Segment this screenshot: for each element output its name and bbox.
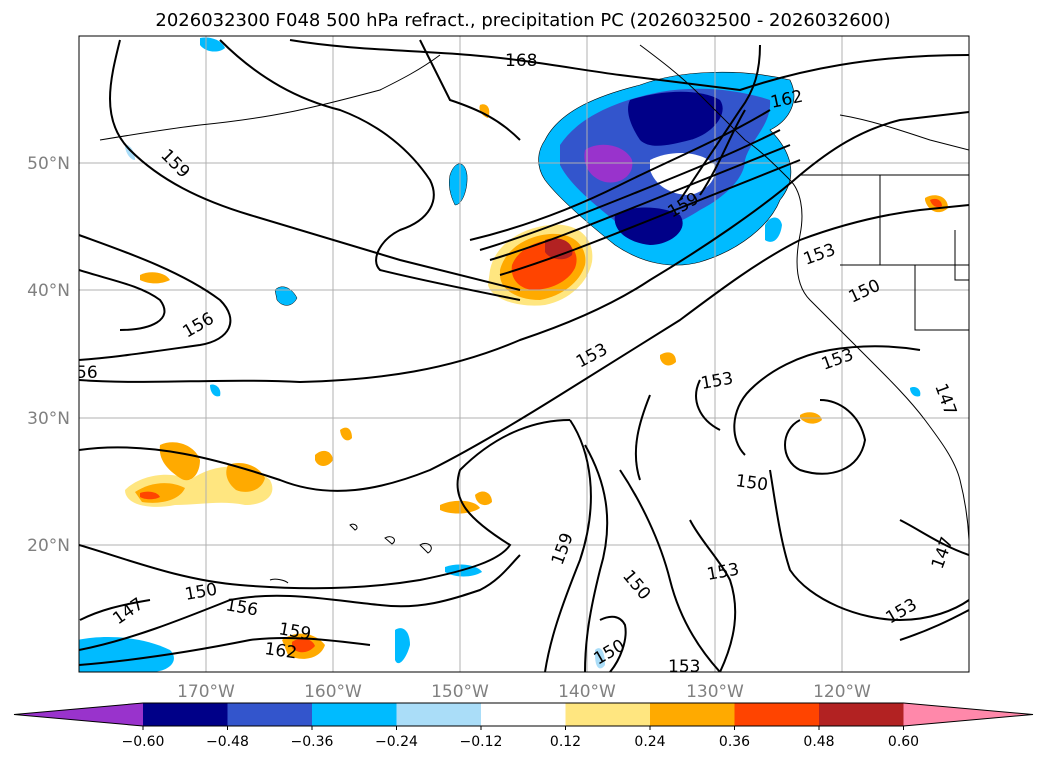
contour-label: 162 xyxy=(263,639,298,663)
colorbar-tick-label: −0.24 xyxy=(375,734,418,750)
colorbar-tick-label: −0.12 xyxy=(460,734,503,750)
graticule xyxy=(79,36,969,672)
colorbar-tick-label: 0.24 xyxy=(634,734,665,750)
colorbar-segment xyxy=(734,703,820,726)
map-area xyxy=(79,36,969,672)
colorbar-segment xyxy=(819,703,904,726)
colorbar-segment xyxy=(227,703,313,726)
lat-label: 50°N xyxy=(27,154,70,174)
colorbar: −0.60 −0.48 −0.36 −0.24 −0.12 0.12 0.24 0.36 0.4… xyxy=(13,702,1034,750)
contour-label: 150 xyxy=(734,471,769,495)
lat-label: 20°N xyxy=(27,536,70,556)
lon-label: 150°W xyxy=(431,682,489,702)
colorbar-segment xyxy=(565,703,651,726)
colorbar-tick-label: −0.60 xyxy=(122,734,165,750)
contour-label: 56 xyxy=(76,363,98,383)
colorbar-segment xyxy=(396,703,482,726)
latitude-labels: 50°N 40°N 30°N 20°N xyxy=(27,154,70,556)
lon-label: 130°W xyxy=(686,682,744,702)
colorbar-tick-label: 0.36 xyxy=(719,734,750,750)
colorbar-segment xyxy=(143,703,228,726)
colorbar-tick-label: −0.36 xyxy=(291,734,334,750)
colorbar-segment xyxy=(481,703,566,726)
refractivity-contours xyxy=(79,39,969,672)
colorbar-tick-label: −0.48 xyxy=(206,734,249,750)
colorbar-segment xyxy=(650,703,735,726)
colorbar-segment xyxy=(312,703,397,726)
contour-label: 168 xyxy=(505,51,537,71)
colorbar-extend-max xyxy=(903,703,1033,726)
lon-label: 170°W xyxy=(177,682,235,702)
lat-label: 40°N xyxy=(27,281,70,301)
map-content: 168 162 159 159 153 150 156 56 153 153 1… xyxy=(76,36,969,677)
longitude-labels: 170°W 160°W 150°W 140°W 130°W 120°W xyxy=(177,682,871,702)
lon-label: 140°W xyxy=(558,682,616,702)
colorbar-tick-label: 0.12 xyxy=(550,734,581,750)
lon-label: 120°W xyxy=(813,682,871,702)
lat-label: 30°N xyxy=(27,409,70,429)
map-frame xyxy=(78,35,970,673)
figure-title: 2026032300 F048 500 hPa refract., precip… xyxy=(155,10,890,31)
contour-label: 153 xyxy=(668,657,700,677)
coastlines xyxy=(99,44,969,584)
colorbar-tick-label: 0.60 xyxy=(888,734,919,750)
lon-label: 160°W xyxy=(304,682,362,702)
colorbar-extend-min xyxy=(14,703,143,726)
colorbar-tick-label: 0.48 xyxy=(803,734,834,750)
